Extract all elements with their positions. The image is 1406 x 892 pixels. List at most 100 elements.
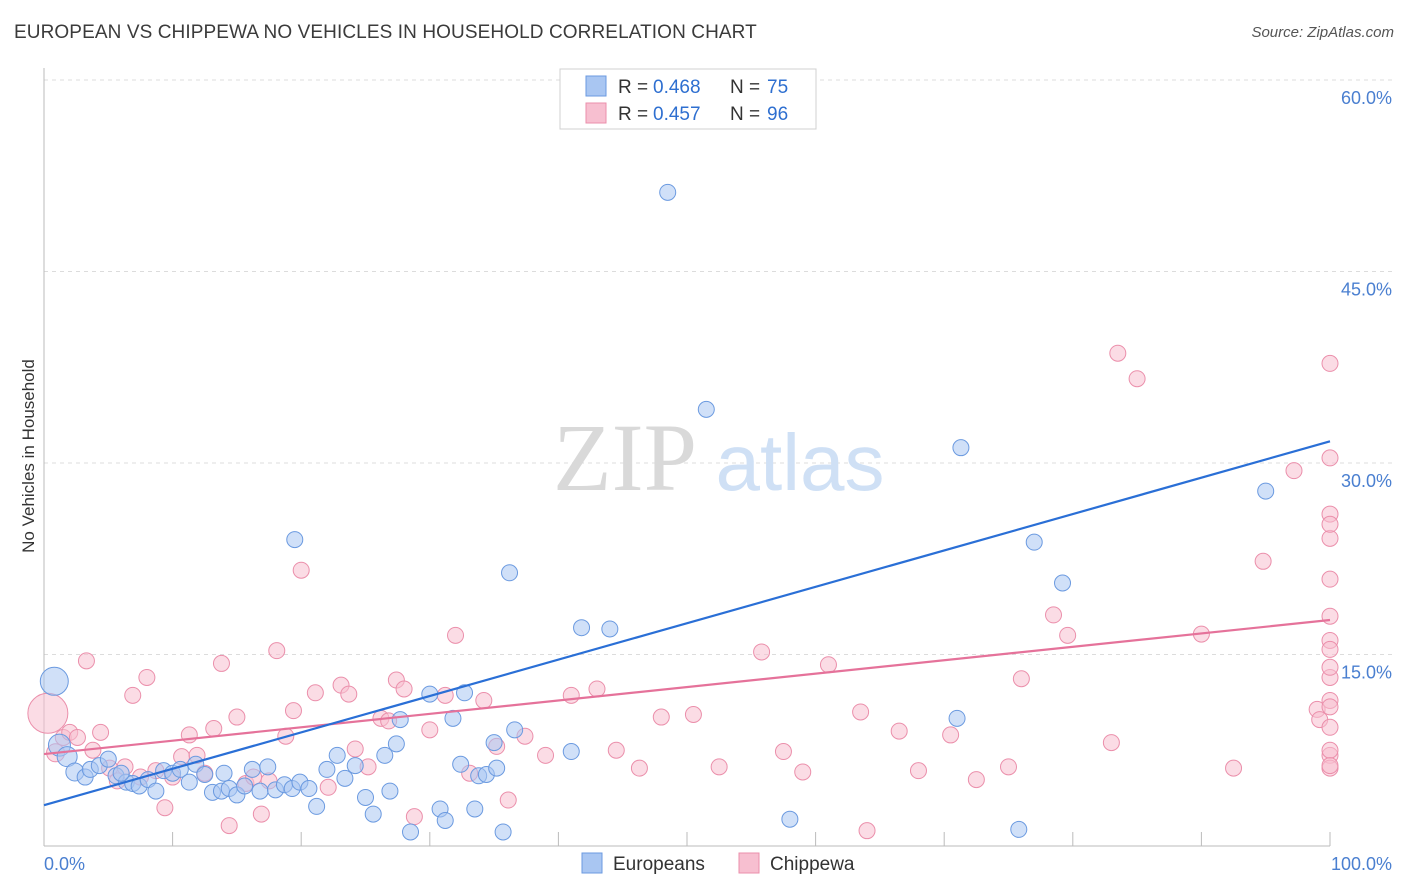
bottom-legend-label-europeans: Europeans [613,854,705,875]
europeans-point [501,564,519,582]
europeans-point [697,400,715,418]
chippewa-point [1321,449,1339,467]
chippewa-point [1225,759,1243,777]
europeans-trend-line [43,440,1331,807]
chippewa-point [852,703,870,721]
europeans-point [196,766,214,784]
chippewa-point [1321,718,1339,736]
chippewa-point [205,720,223,738]
legend-n-value-chippewa: 96 [767,104,788,125]
chippewa-point [340,685,358,703]
chippewa-point [252,805,270,823]
gridlines [44,79,1392,655]
chippewa-point [1321,640,1339,658]
chippewa-trend-line [43,618,1331,756]
chippewa-point [292,561,310,579]
chippewa-point [306,684,324,702]
chippewa-point [1012,670,1030,688]
x-tick-label-min: 0.0% [44,854,85,874]
europeans-point [251,782,269,800]
chippewa-point [1285,462,1303,480]
chippewa-point [405,808,423,826]
europeans-point [180,773,198,791]
europeans-point [573,619,591,637]
legend-n-label-chippewa: N = [730,104,760,125]
chippewa-point [138,668,156,686]
chart-title: EUROPEAN VS CHIPPEWA NO VEHICLES IN HOUS… [14,22,757,43]
chippewa-point [588,680,606,698]
chippewa-point [537,746,555,764]
y-tick-label-0: 15.0% [1341,663,1392,683]
chippewa-point [1321,698,1339,716]
europeans-point [318,760,336,778]
chippewa-point [1321,658,1339,676]
x-tick-label-max: 100.0% [1331,854,1392,874]
chippewa-point [1321,570,1339,588]
legend-n-label-europeans: N = [730,77,760,98]
europeans-point [112,764,130,782]
series-legend: Europeans Chippewa [581,852,855,875]
stats-legend: R = 0.468 N = 75 R = 0.457 N = 96 [559,68,817,130]
europeans-point [1054,574,1072,592]
europeans-point [357,788,374,806]
y-tick-label-1: 30.0% [1341,471,1392,491]
europeans-point [444,709,462,727]
chippewa-point [268,642,286,660]
legend-r-value-chippewa: 0.457 [653,104,701,125]
europeans-point [259,758,277,776]
watermark: ZIP atlas [553,404,884,511]
europeans-point [336,769,354,787]
europeans-point [456,684,474,702]
chippewa-point [1045,606,1063,624]
bottom-legend-label-chippewa: Chippewa [770,854,855,875]
chippewa-point [156,799,174,817]
chippewa-point [346,740,364,758]
europeans-point [601,620,619,638]
chippewa-point [319,778,337,796]
europeans-point [436,811,454,829]
europeans-point [215,764,233,782]
europeans-point [402,823,420,841]
europeans-point [308,797,326,815]
europeans-point [99,750,117,768]
legend-n-value-europeans: 75 [767,77,788,98]
chippewa-point [1321,757,1339,775]
chippewa-point [395,680,413,698]
chippewa-point [1321,607,1339,625]
y-tick-label-3: 60.0% [1341,88,1392,108]
europeans-point [952,439,970,457]
europeans-point [494,823,512,841]
europeans-point [506,721,524,739]
chippewa-point [1321,515,1339,533]
chippewa-point [284,702,302,720]
europeans-point [391,711,409,729]
legend-swatch-europeans [585,75,607,97]
chippewa-point [967,771,985,789]
chippewa-point [447,626,465,644]
europeans-point [286,531,304,549]
source-label: Source: ZipAtlas.com [1251,24,1394,41]
bottom-legend-swatch-europeans [581,852,603,874]
legend-r-label-chippewa: R = [618,104,648,125]
chippewa-point [421,721,439,739]
chippewa-point [607,741,625,759]
europeans-point [387,735,405,753]
legend-r-value-europeans: 0.468 [653,77,701,98]
chippewa-point [124,686,142,704]
chippewa-point [909,762,927,780]
chippewa-point [220,817,238,835]
europeans-point [376,746,394,764]
chippewa-point [1109,344,1127,362]
chippewa-point [684,706,702,724]
chippewa-point [774,743,792,761]
europeans-point [346,757,364,775]
europeans-point [381,782,399,800]
europeans-point [39,666,69,696]
chippewa-point [212,654,230,672]
legend-swatch-chippewa [585,102,607,124]
y-tick-labels: 15.0% 30.0% 45.0% 60.0% [1341,88,1392,683]
europeans-point [328,746,346,764]
europeans-point [562,743,580,761]
europeans-point [452,755,470,773]
